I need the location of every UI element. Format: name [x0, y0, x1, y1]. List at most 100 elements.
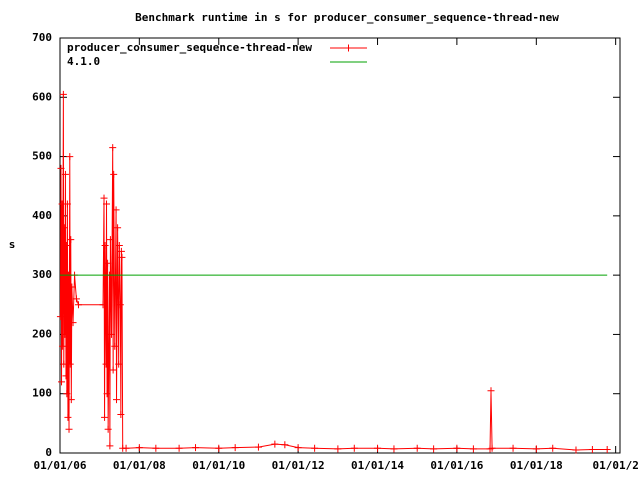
x-tick-label: 01/01/18 — [510, 459, 563, 472]
point-marker — [603, 445, 611, 453]
x-tick-label: 01/01/08 — [113, 459, 166, 472]
point-marker — [175, 444, 183, 452]
point-marker — [116, 301, 124, 309]
point-marker — [390, 445, 398, 453]
legend-marker — [345, 44, 352, 52]
point-marker — [68, 283, 76, 291]
point-marker — [100, 194, 108, 202]
point-marker — [67, 396, 75, 404]
point-marker — [334, 445, 342, 453]
point-marker — [453, 444, 461, 452]
point-marker — [58, 378, 66, 386]
point-marker — [63, 390, 71, 398]
point-marker — [62, 372, 70, 380]
point-marker — [122, 444, 130, 452]
point-marker — [72, 295, 80, 303]
point-marker — [106, 442, 114, 450]
point-marker — [374, 444, 382, 452]
point-marker — [111, 342, 119, 350]
point-marker — [104, 425, 112, 433]
chart-title: Benchmark runtime in s for producer_cons… — [135, 11, 559, 24]
point-marker — [294, 444, 302, 452]
point-marker — [102, 360, 110, 368]
point-marker — [509, 444, 517, 452]
point-marker — [487, 387, 495, 395]
point-marker — [66, 153, 74, 161]
point-marker — [108, 330, 116, 338]
point-marker — [63, 200, 71, 208]
x-tick-label: 01/01/16 — [430, 459, 483, 472]
y-tick-label: 200 — [32, 327, 52, 340]
point-marker — [60, 360, 68, 368]
point-marker — [271, 440, 279, 448]
point-marker — [59, 342, 67, 350]
y-tick-label: 400 — [32, 209, 52, 222]
point-marker — [57, 164, 65, 172]
point-marker — [61, 330, 69, 338]
point-marker — [74, 301, 82, 309]
series-line — [59, 94, 608, 451]
point-marker — [66, 360, 74, 368]
legend-label: 4.1.0 — [67, 55, 100, 68]
y-tick-label: 0 — [45, 446, 52, 459]
point-marker — [109, 366, 117, 374]
point-marker — [113, 396, 121, 404]
point-marker — [56, 313, 64, 321]
y-tick-label: 700 — [32, 31, 52, 44]
point-marker — [572, 446, 580, 454]
point-marker — [532, 445, 540, 453]
point-marker — [311, 444, 319, 452]
point-marker — [488, 444, 496, 452]
point-marker — [101, 413, 109, 421]
point-marker — [588, 445, 596, 453]
point-marker — [281, 441, 289, 449]
point-marker — [118, 253, 126, 261]
point-marker — [69, 319, 77, 327]
point-marker — [60, 224, 68, 232]
point-marker — [115, 242, 123, 249]
point-marker — [430, 445, 438, 453]
point-marker — [59, 90, 67, 98]
point-marker — [350, 444, 358, 452]
point-marker — [114, 224, 122, 232]
point-marker — [106, 236, 114, 244]
point-marker — [152, 444, 160, 452]
point-marker — [109, 144, 117, 152]
point-marker — [231, 444, 239, 452]
point-marker — [65, 425, 73, 433]
point-marker — [103, 200, 111, 208]
point-marker — [549, 444, 557, 452]
y-tick-label: 600 — [32, 90, 52, 103]
point-marker — [117, 247, 125, 255]
point-marker — [62, 242, 70, 249]
point-marker — [61, 170, 69, 178]
point-marker — [103, 390, 111, 398]
point-marker — [192, 444, 200, 452]
x-tick-label: 01/01/06 — [34, 459, 87, 472]
point-marker — [215, 444, 223, 452]
y-tick-label: 500 — [32, 150, 52, 163]
x-tick-label: 01/01/2 — [592, 459, 638, 472]
point-marker — [64, 413, 72, 421]
point-marker — [110, 170, 118, 178]
y-tick-label: 100 — [32, 387, 52, 400]
point-marker — [254, 443, 262, 451]
y-tick-label: 300 — [32, 268, 52, 281]
plot-border — [59, 37, 621, 454]
point-marker — [101, 242, 109, 249]
point-marker — [112, 206, 120, 214]
point-marker — [413, 444, 421, 452]
point-marker — [99, 301, 107, 309]
point-marker — [135, 444, 143, 452]
point-marker — [104, 259, 112, 267]
point-marker — [117, 410, 125, 418]
x-tick-label: 01/01/12 — [272, 459, 325, 472]
x-tick-label: 01/01/10 — [192, 459, 245, 472]
point-marker — [115, 360, 123, 368]
point-marker — [67, 236, 75, 244]
point-marker — [469, 445, 477, 453]
legend-label: producer_consumer_sequence-thread-new — [67, 41, 312, 54]
y-axis-label: s — [9, 238, 16, 251]
x-tick-label: 01/01/14 — [351, 459, 404, 472]
